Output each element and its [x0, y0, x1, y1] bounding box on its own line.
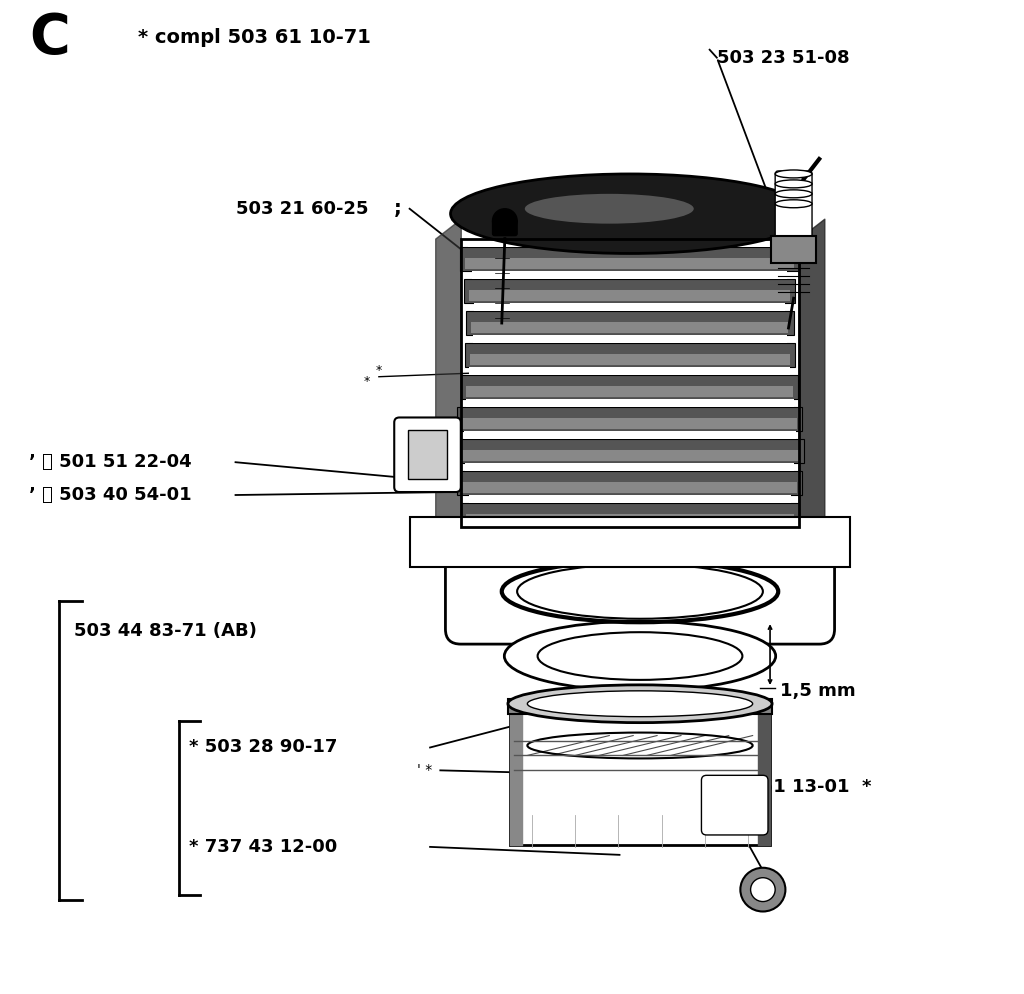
Ellipse shape — [775, 170, 812, 178]
Text: ;: ; — [393, 199, 401, 219]
FancyBboxPatch shape — [701, 775, 768, 835]
Bar — [473, 335, 786, 343]
FancyBboxPatch shape — [394, 417, 461, 492]
Bar — [468, 239, 792, 247]
Text: ' *: ' * — [418, 763, 432, 777]
Bar — [464, 430, 796, 438]
Bar — [461, 450, 799, 461]
Ellipse shape — [504, 621, 776, 691]
Ellipse shape — [775, 180, 812, 188]
Text: * 737 43 12-00: * 737 43 12-00 — [189, 838, 338, 856]
FancyBboxPatch shape — [408, 430, 447, 479]
FancyBboxPatch shape — [493, 220, 517, 236]
Text: 1,5 mm: 1,5 mm — [780, 682, 856, 700]
FancyBboxPatch shape — [458, 407, 802, 430]
Bar — [466, 386, 794, 397]
Ellipse shape — [775, 190, 812, 198]
FancyBboxPatch shape — [775, 171, 812, 242]
Bar — [465, 257, 795, 269]
Bar — [465, 463, 795, 471]
Ellipse shape — [451, 174, 809, 253]
Circle shape — [751, 878, 775, 902]
Bar — [474, 302, 785, 310]
Bar — [466, 399, 794, 407]
Text: * compl 503 61 10-71: * compl 503 61 10-71 — [138, 28, 371, 48]
Ellipse shape — [517, 565, 763, 618]
FancyBboxPatch shape — [457, 471, 803, 495]
Text: C: C — [29, 11, 70, 65]
Text: 503 21 60-25: 503 21 60-25 — [236, 200, 368, 218]
FancyBboxPatch shape — [465, 343, 795, 367]
Ellipse shape — [538, 632, 742, 680]
Bar — [470, 354, 790, 365]
FancyBboxPatch shape — [445, 540, 835, 644]
Bar — [469, 495, 791, 503]
Text: ’ ⓘ 501 51 22-04: ’ ⓘ 501 51 22-04 — [29, 453, 191, 471]
Bar — [462, 482, 798, 493]
Bar — [469, 367, 791, 375]
Bar — [466, 514, 794, 525]
Bar — [510, 706, 770, 845]
Bar — [471, 322, 788, 333]
FancyBboxPatch shape — [771, 236, 816, 263]
Text: 503 23 51-08: 503 23 51-08 — [717, 49, 850, 67]
Text: 503 44 83-71 (AB): 503 44 83-71 (AB) — [74, 622, 257, 640]
Circle shape — [493, 209, 517, 233]
FancyBboxPatch shape — [461, 375, 799, 399]
FancyBboxPatch shape — [464, 278, 796, 302]
Bar — [508, 699, 772, 714]
FancyBboxPatch shape — [460, 247, 800, 270]
Text: ’ ⓘ 503 40 54-01: ’ ⓘ 503 40 54-01 — [29, 486, 191, 504]
Bar — [463, 417, 797, 429]
Text: 501 51 13-01  *: 501 51 13-01 * — [717, 778, 871, 796]
Ellipse shape — [508, 685, 772, 723]
Circle shape — [740, 868, 785, 911]
Bar — [469, 290, 791, 301]
FancyBboxPatch shape — [456, 438, 804, 463]
Ellipse shape — [524, 194, 694, 224]
Bar — [461, 239, 799, 527]
FancyBboxPatch shape — [461, 503, 799, 527]
Ellipse shape — [527, 733, 753, 758]
Bar — [472, 270, 787, 278]
FancyBboxPatch shape — [466, 310, 794, 335]
Ellipse shape — [775, 200, 812, 208]
Text: *: * — [364, 375, 370, 389]
Text: *: * — [376, 364, 382, 378]
Ellipse shape — [527, 691, 753, 717]
FancyBboxPatch shape — [410, 517, 850, 567]
Text: * 503 28 90-17: * 503 28 90-17 — [189, 739, 338, 756]
